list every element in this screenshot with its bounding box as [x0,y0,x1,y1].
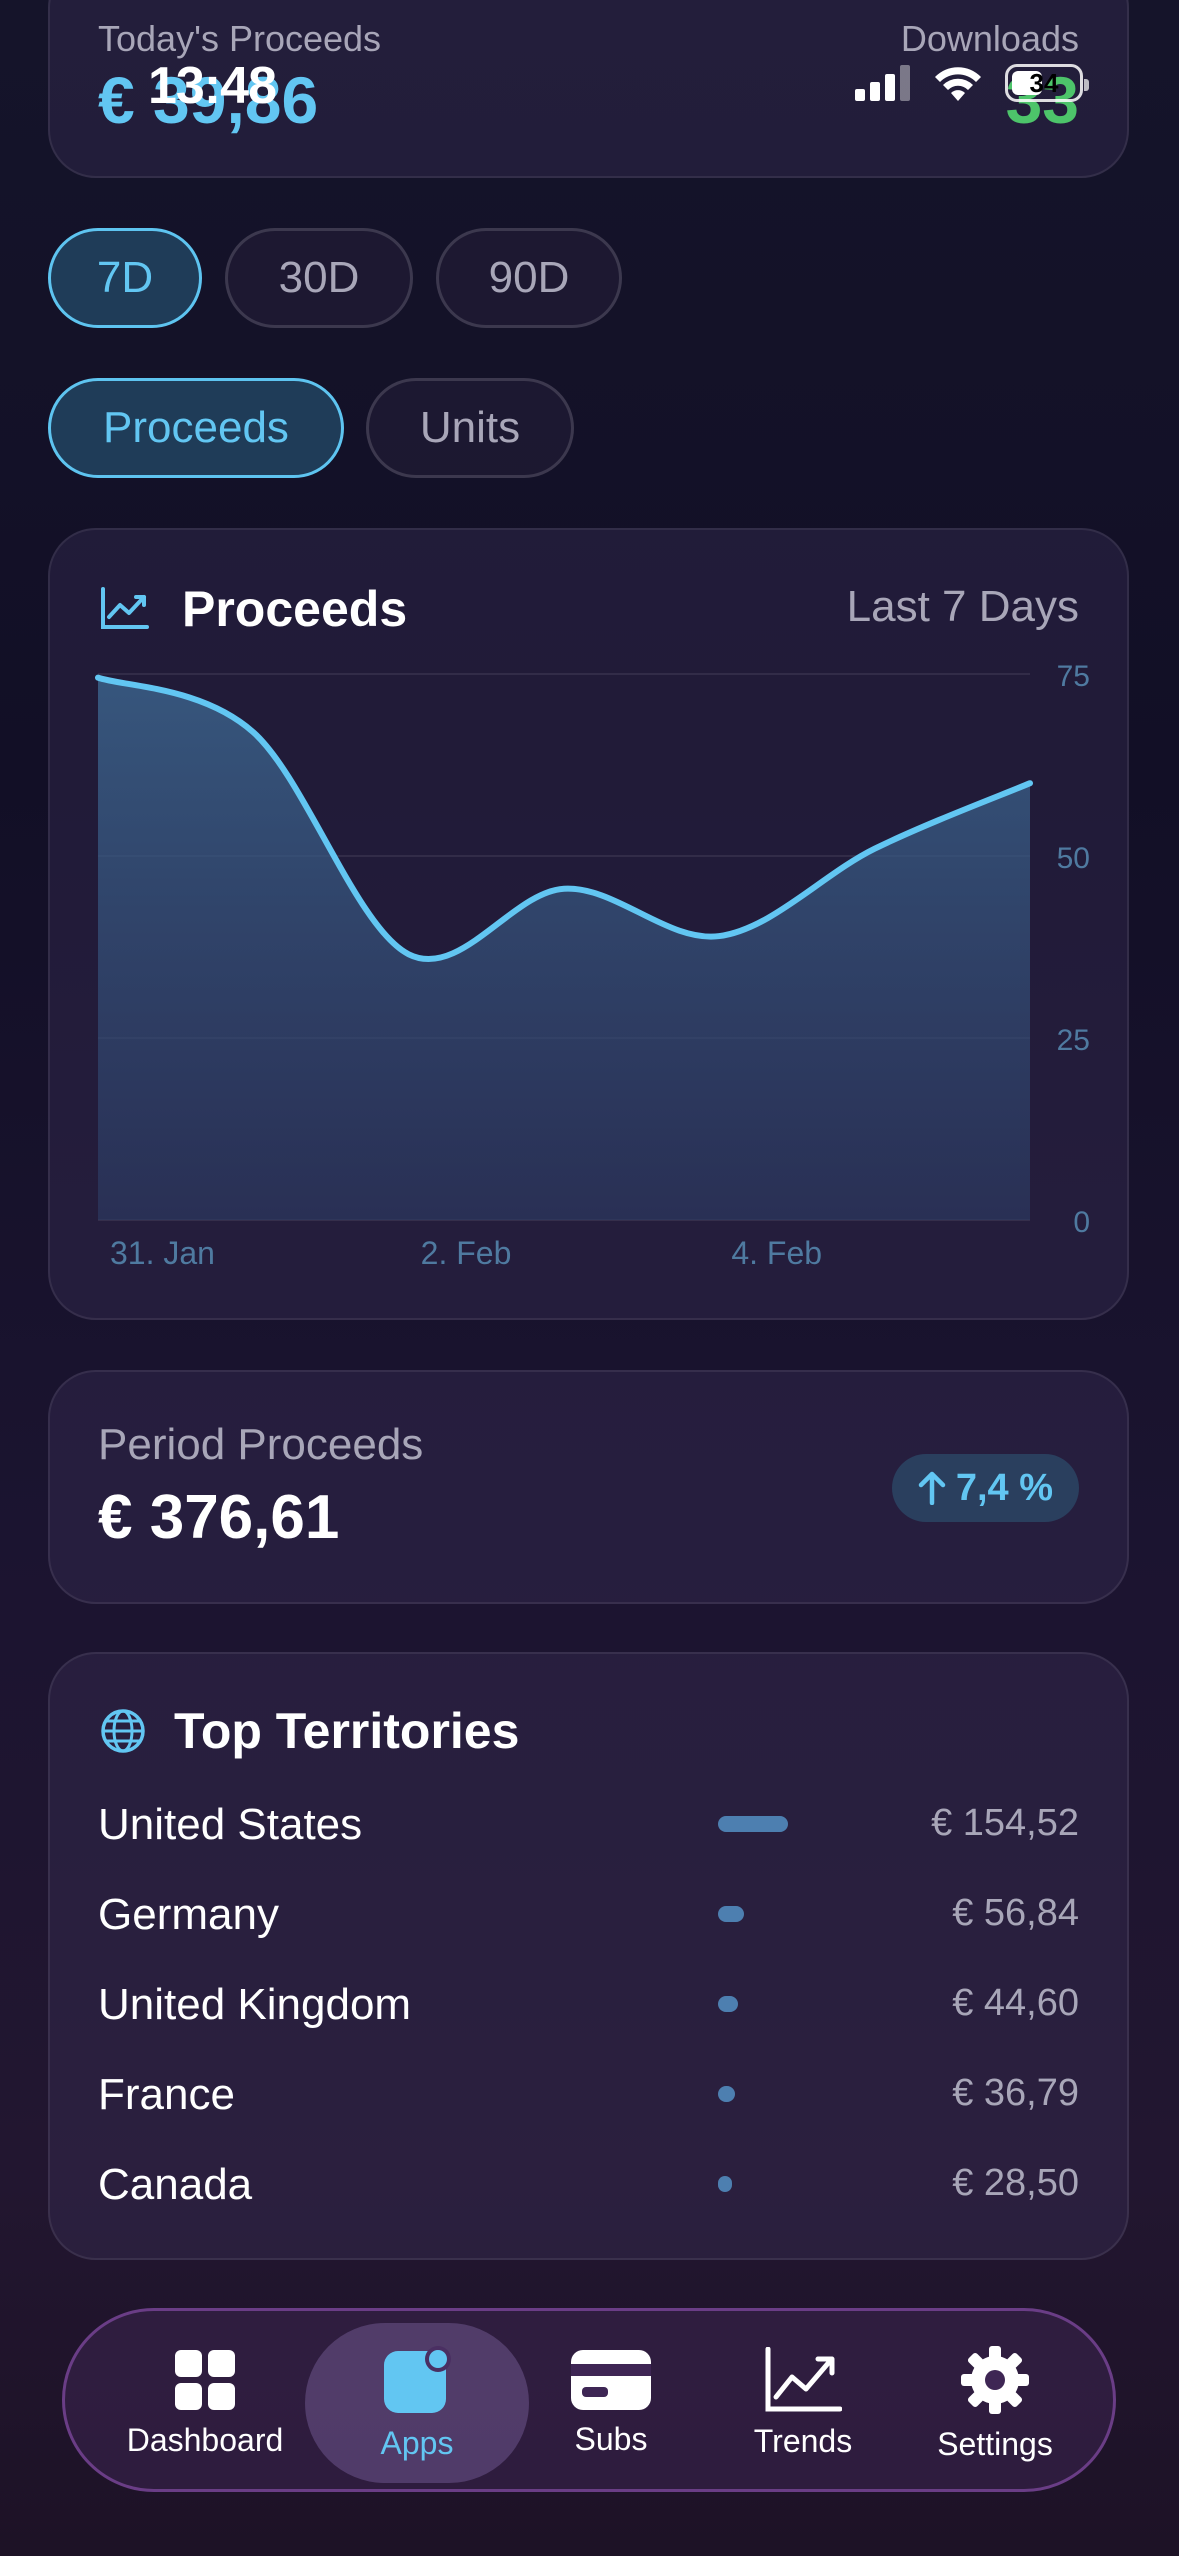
cellular-signal-icon [855,65,910,101]
tab-settings-label: Settings [937,2425,1053,2462]
change-badge: 7,4 % [891,1454,1079,1522]
y-tick-label: 0 [1073,1206,1090,1239]
tab-dashboard[interactable]: Dashboard [105,2311,305,2495]
territory-bar [718,1906,744,1922]
wifi-icon [935,67,981,101]
territory-bar [718,1996,739,2012]
territory-name: France [98,2070,235,2119]
y-tick-label: 25 [1057,1024,1090,1057]
change-value: 7,4 % [955,1466,1053,1509]
territory-name: United Kingdom [98,1980,412,2029]
globe-icon [101,1709,145,1753]
period-7d-pill[interactable]: 7D [48,228,202,328]
territory-row: Canada € 28,50 [98,2154,1079,2214]
chart-title: Proceeds [182,581,408,637]
territory-row: United States € 154,52 [98,1794,1079,1854]
trend-chart-icon [765,2346,842,2411]
metric-proceeds-pill[interactable]: Proceeds [48,378,344,478]
proceeds-chart-card: Proceeds Last 7 Days 0 25 50 75 31. Jan 2. Fe… [48,528,1129,1320]
period-proceeds-value: € 376,61 [98,1483,340,1552]
territory-value: € 36,79 [952,2072,1079,2114]
tab-bar: Dashboard Apps Subs Trends [62,2308,1116,2492]
card-icon [571,2349,651,2410]
battery-icon: 34 [1005,64,1089,102]
gear-icon [961,2345,1029,2414]
metric-units-pill[interactable]: Units [366,378,574,478]
arrow-up-icon [918,1471,946,1505]
line-chart-icon [101,587,149,629]
territory-row: United Kingdom € 44,60 [98,1974,1079,2034]
territory-value: € 56,84 [952,1892,1079,1934]
tab-trends[interactable]: Trends [703,2311,903,2495]
downloads-label: Downloads [900,18,1079,59]
tab-apps[interactable]: Apps [317,2311,517,2495]
tab-dashboard-label: Dashboard [126,2421,284,2458]
territory-name: Canada [98,2160,253,2209]
todays-proceeds-label: Today's Proceeds [98,18,382,59]
period-proceeds-label: Period Proceeds [98,1420,424,1469]
top-territories-card: Top Territories United States € 154,52 Ger… [48,1652,1129,2260]
territory-value: € 154,52 [931,1802,1079,1844]
territories-title: Top Territories [174,1703,520,1759]
proceeds-area [98,677,1030,1220]
territory-row: Germany € 56,84 [98,1884,1079,1944]
territory-bar [718,2176,732,2192]
y-tick-label: 75 [1057,660,1090,693]
dashboard-grid-icon [175,2349,235,2410]
period-90d-pill[interactable]: 90D [436,228,622,328]
territory-row: France € 36,79 [98,2064,1079,2124]
territory-bar [718,1816,788,1832]
period-proceeds-card: Period Proceeds € 376,61 7,4 % [48,1370,1129,1604]
y-tick-label: 50 [1057,842,1090,875]
territory-name: United States [98,1800,363,1849]
todays-proceeds-value: € 39,86 [98,63,319,137]
territory-value: € 28,50 [952,2162,1079,2204]
tab-trends-label: Trends [753,2422,853,2459]
territory-bar [718,2086,735,2102]
battery-level: 34 [1029,68,1059,98]
territory-name: Germany [98,1890,279,1939]
proceeds-area-chart: 0 25 50 75 31. Jan 2. Feb 4. Feb [95,660,1090,1271]
period-30d-pill[interactable]: 30D [225,228,413,328]
chart-subtitle: Last 7 Days [846,582,1079,631]
x-tick-label: 31. Jan [110,1235,215,1271]
territory-value: € 44,60 [952,1982,1079,2024]
tab-subs[interactable]: Subs [511,2311,711,2495]
x-tick-label: 4. Feb [731,1235,822,1271]
apps-icon [384,2345,451,2413]
proceeds-line [95,674,1033,963]
status-time: 13:48 [148,57,277,115]
x-tick-label: 2. Feb [421,1235,512,1271]
tab-subs-label: Subs [574,2420,648,2457]
tab-apps-label: Apps [380,2424,454,2461]
tab-settings[interactable]: Settings [895,2311,1095,2495]
status-icons: 34 [855,64,1089,102]
